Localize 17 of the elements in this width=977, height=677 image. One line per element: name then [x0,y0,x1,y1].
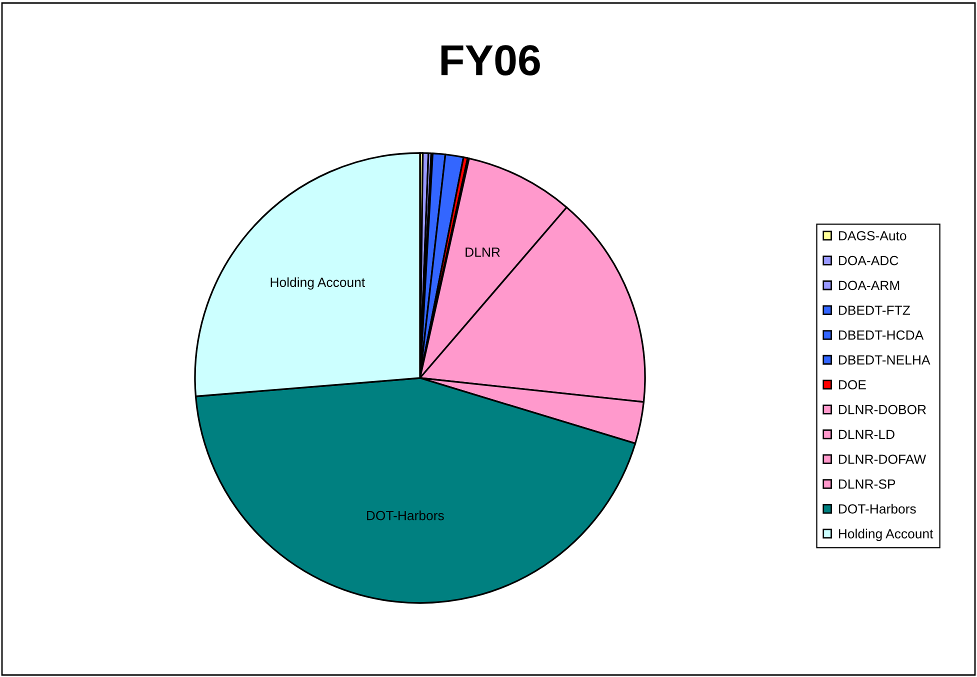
legend-label: DAGS-Auto [838,231,906,240]
legend-label: DLNR-DOFAW [838,454,926,464]
chart-title: FY06 [441,45,540,76]
legend-label: DLNR-DOBOR [838,404,926,414]
data-label: DOT-Harbors [366,510,444,520]
legend-label: DLNR-LD [838,430,894,439]
legend-label: DLNR-SP [838,479,896,489]
data-label: Holding Account [270,277,365,290]
legend-label: DOT-Harbors [838,504,916,514]
data-label: DLNR [466,248,500,257]
legend-label: Holding Account [838,528,934,542]
legend-label: DOA-ADC [838,256,898,266]
legend-label: DOE [838,380,866,390]
legend-label: DBEDT-HCDA [838,330,924,340]
legend-label: DBEDT-FTZ [838,306,910,315]
legend-label: DBEDT-NELHA [838,355,930,364]
legend-label: DOA-ARM [838,280,900,290]
